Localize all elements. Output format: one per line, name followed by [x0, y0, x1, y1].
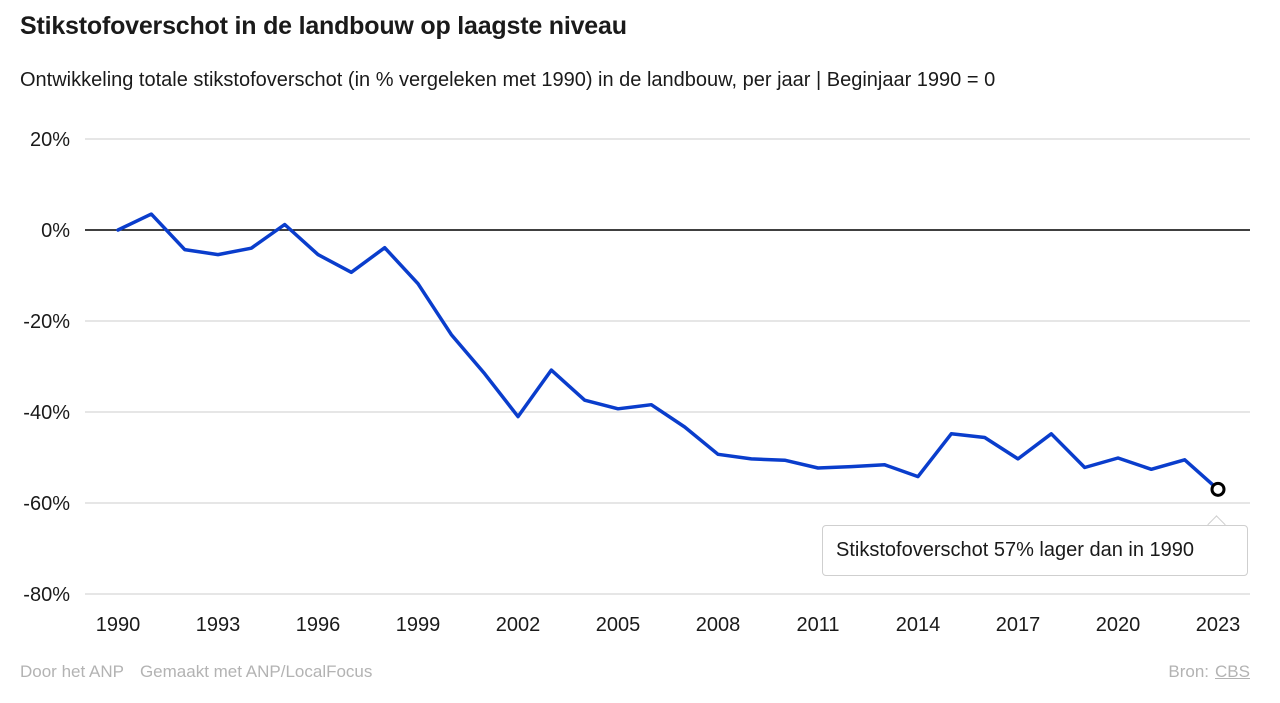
y-tick-label: 20%: [30, 129, 70, 151]
value-tooltip: Stikstofoverschot 57% lager dan in 1990: [822, 525, 1248, 576]
x-tick-label: 2017: [996, 614, 1041, 636]
footer-made-with[interactable]: Gemaakt met ANP/LocalFocus: [139, 662, 373, 681]
footer-source: Bron: CBS: [1168, 662, 1250, 682]
footer-credits: Door het ANP Gemaakt met ANP/LocalFocus: [20, 662, 372, 682]
y-tick-label: 0%: [41, 220, 70, 242]
x-tick-label: 2005: [596, 614, 641, 636]
x-tick-label: 2020: [1096, 614, 1141, 636]
footer-by: Door het ANP: [20, 662, 124, 681]
x-tick-label: 2023: [1196, 614, 1241, 636]
highlight-point: [1210, 481, 1226, 497]
chart-subtitle: Ontwikkeling totale stikstofoverschot (i…: [20, 69, 996, 91]
x-tick-label: 1993: [196, 614, 241, 636]
x-tick-label: 2008: [696, 614, 741, 636]
x-tick-label: 1996: [296, 614, 341, 636]
x-tick-label: 2011: [796, 614, 839, 636]
x-tick-label: 1999: [396, 614, 441, 636]
series-line: [116, 212, 1220, 492]
x-tick-label: 1990: [96, 614, 141, 636]
y-tick-label: -40%: [23, 402, 70, 424]
y-tick-label: -80%: [23, 584, 70, 606]
x-tick-label: 2002: [496, 614, 541, 636]
chart-title: Stikstofoverschot in de landbouw op laag…: [20, 12, 627, 40]
x-tick-label: 2014: [896, 614, 941, 636]
y-tick-label: -20%: [23, 311, 70, 333]
footer-source-link[interactable]: CBS: [1215, 662, 1250, 681]
footer-source-label: Bron:: [1168, 662, 1210, 681]
y-tick-label: -60%: [23, 493, 70, 515]
